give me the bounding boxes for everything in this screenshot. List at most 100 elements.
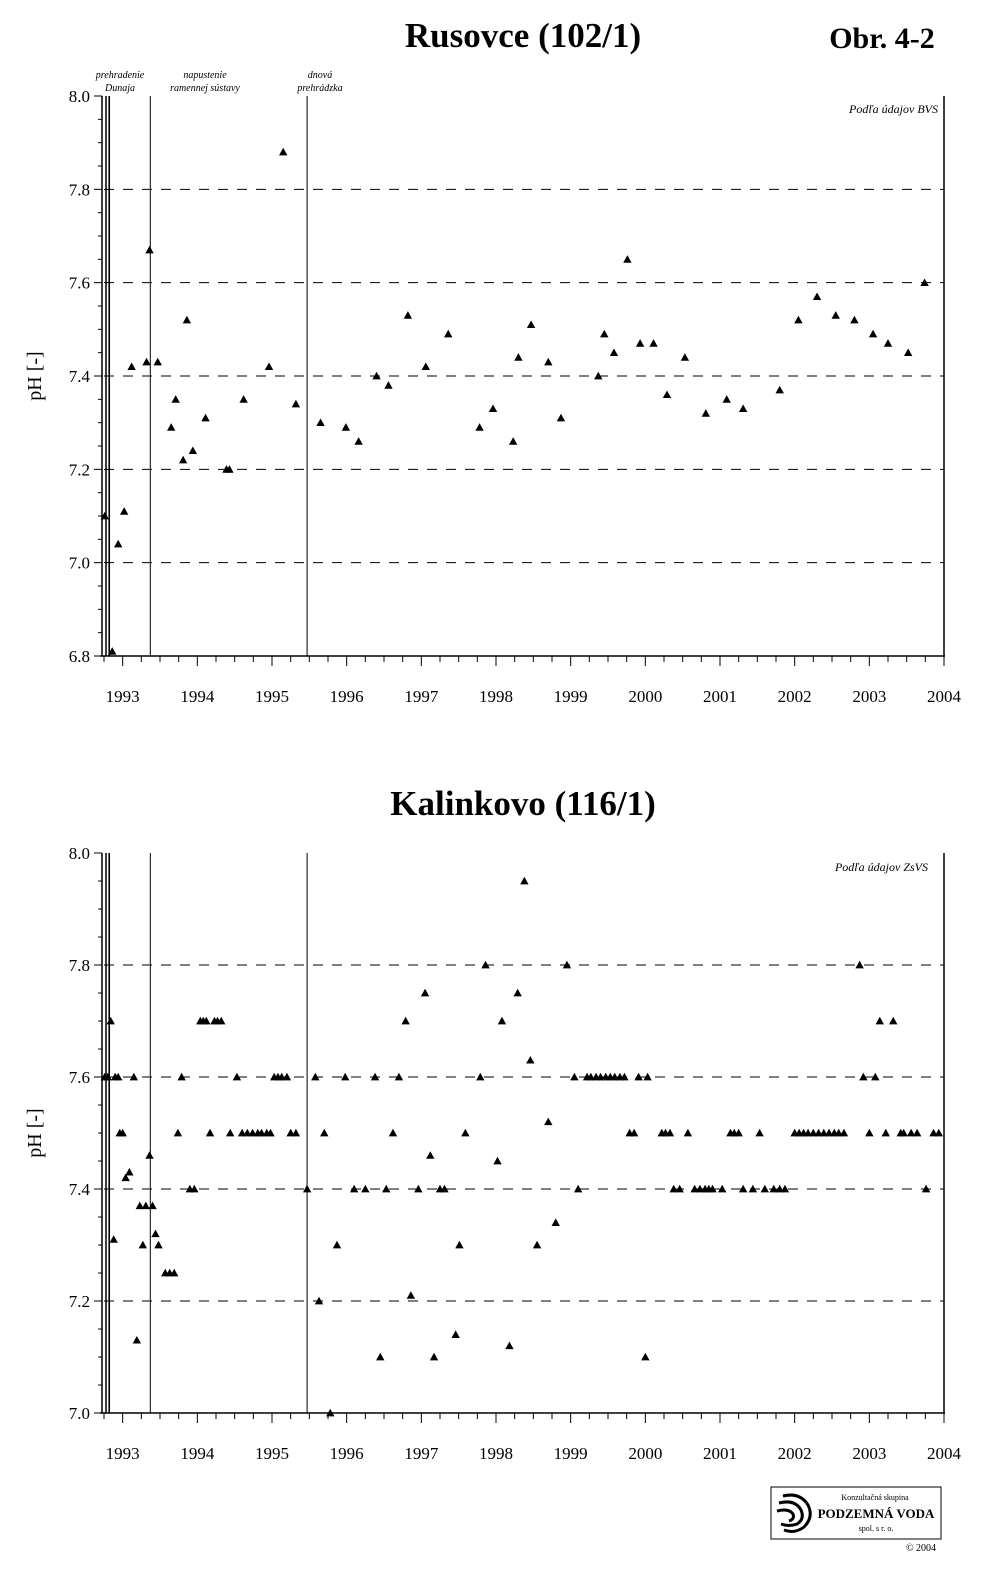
chart-rusovce: Rusovce (102/1) Obr. 4-2 prehradenie Duna…: [24, 16, 962, 706]
data-point: [406, 1291, 416, 1299]
data-point: [361, 1184, 370, 1193]
data-point: [526, 320, 536, 329]
data-point: [497, 1016, 507, 1025]
data-point: [239, 395, 248, 403]
data-point: [871, 1072, 880, 1081]
y-tick-label: 7.2: [69, 1292, 90, 1311]
data-point: [868, 329, 878, 338]
data-point: [643, 1072, 652, 1081]
y-tick-label: 8.0: [69, 87, 90, 106]
data-point: [282, 1072, 292, 1081]
data-point: [831, 311, 840, 319]
data-point: [113, 539, 123, 548]
axes: 7.0 7.2 7.4 7.6 7.8 8.0 1993 1994 1995 1996 1997 19…: [69, 844, 962, 1463]
data-points: [100, 876, 943, 1417]
data-point: [641, 1352, 650, 1361]
data-point: [266, 1128, 275, 1137]
data-point: [903, 348, 913, 357]
data-point: [113, 1072, 123, 1081]
x-tick-label: 1995: [255, 1444, 289, 1463]
x-tick-label: 1994: [180, 1444, 215, 1463]
data-point: [316, 418, 325, 427]
data-point: [620, 1072, 629, 1081]
x-tick-label: 1996: [330, 1444, 364, 1463]
x-tick-label: 2004: [927, 1444, 962, 1463]
x-tick-label: 1999: [554, 1444, 588, 1463]
data-point: [775, 385, 784, 394]
data-point: [748, 1184, 758, 1193]
y-tick-label: 7.6: [69, 274, 90, 293]
x-tick-label: 2000: [628, 687, 662, 706]
data-point: [145, 245, 154, 254]
data-point: [173, 1128, 183, 1137]
data-point: [320, 1128, 329, 1137]
data-point: [291, 1128, 301, 1137]
data-point: [629, 1128, 639, 1137]
data-point: [934, 1128, 943, 1137]
event-label: Dunaja: [104, 83, 135, 94]
data-point: [314, 1296, 324, 1305]
data-point: [394, 1072, 404, 1081]
data-point: [920, 278, 929, 287]
data-point: [573, 1184, 583, 1193]
data-point: [202, 1016, 211, 1025]
x-tick-label: 2000: [628, 1444, 662, 1463]
data-point: [414, 1184, 423, 1193]
data-point: [475, 423, 484, 431]
data-point: [734, 1128, 743, 1137]
x-tick-label: 1993: [106, 687, 140, 706]
data-point: [562, 960, 572, 969]
data-point: [121, 1173, 130, 1182]
data-point: [451, 1330, 460, 1338]
data-point: [635, 339, 645, 347]
data-point: [609, 348, 619, 357]
data-point: [899, 1128, 908, 1137]
x-tick-label: 1998: [479, 687, 513, 706]
data-point: [177, 1072, 186, 1081]
x-tick-label: 2004: [927, 687, 962, 706]
data-point: [326, 1408, 335, 1417]
data-point: [332, 1240, 342, 1249]
data-point: [859, 1072, 868, 1081]
logo-line1: Konzultačná skupina: [841, 1493, 909, 1502]
data-point: [551, 1218, 560, 1226]
data-point: [225, 465, 234, 473]
x-tick-label: 2002: [778, 687, 812, 706]
event-lines: prehradenie Dunaja napustenie ramennej súst…: [95, 70, 343, 656]
data-point: [921, 1184, 931, 1193]
data-point: [108, 647, 117, 655]
data-point: [169, 1268, 179, 1277]
data-point: [675, 1184, 684, 1193]
x-tick-label: 1995: [255, 687, 289, 706]
data-point: [883, 339, 893, 347]
x-tick-label: 2001: [703, 687, 737, 706]
logo-frame: [770, 1486, 942, 1540]
data-point: [906, 1128, 916, 1137]
x-tick-label: 1998: [479, 1444, 513, 1463]
x-tick-label: 1993: [106, 1444, 140, 1463]
data-point: [440, 1184, 449, 1193]
company-logo: Konzultačná skupina PODZEMNÁ VODA spol. …: [770, 1486, 942, 1554]
data-point: [190, 1184, 199, 1193]
data-point: [372, 371, 381, 380]
data-point: [444, 329, 453, 338]
data-point: [520, 876, 529, 885]
data-point: [780, 1184, 790, 1193]
figure-label: Obr. 4-2: [829, 22, 935, 55]
y-tick-label: 7.8: [69, 180, 90, 199]
data-point: [570, 1072, 579, 1081]
data-point: [718, 1184, 727, 1193]
data-point: [514, 353, 523, 361]
data-point: [217, 1016, 226, 1025]
data-point: [556, 413, 566, 422]
data-point: [850, 315, 859, 324]
data-point: [812, 292, 822, 301]
x-tick-label: 1994: [180, 687, 215, 706]
data-point: [354, 437, 363, 445]
data-point: [662, 390, 672, 399]
data-point: [481, 960, 490, 969]
data-point: [794, 315, 803, 324]
event-label: prehradenie: [95, 70, 145, 81]
data-point: [349, 1184, 359, 1193]
data-point: [420, 988, 430, 997]
